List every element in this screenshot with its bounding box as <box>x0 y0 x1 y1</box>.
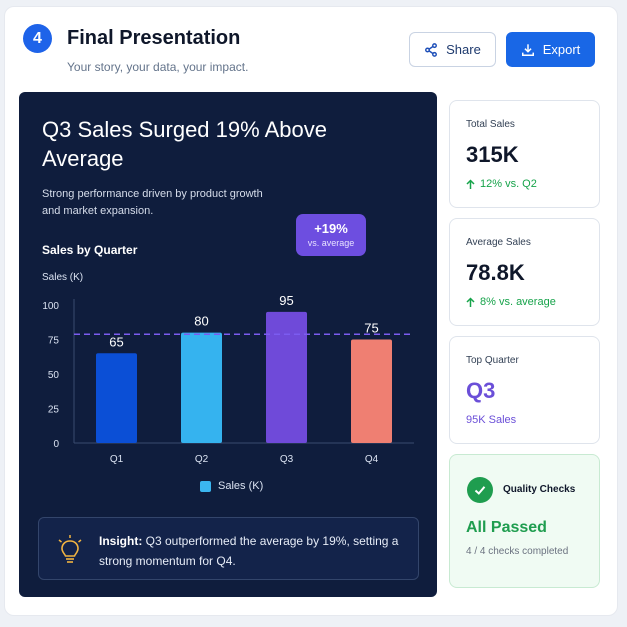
check-icon <box>467 477 493 503</box>
chart-legend: Sales (K) <box>200 480 263 492</box>
insight-box: Insight: Q3 outperformed the average by … <box>38 517 419 580</box>
quality-checks-status: All Passed <box>466 519 547 536</box>
pill-caption: vs. average <box>307 238 355 248</box>
chart-title: Sales by Quarter <box>42 243 138 257</box>
legend-label: Sales (K) <box>218 480 264 492</box>
page-subtitle: Your story, your data, your impact. <box>67 60 249 74</box>
quality-checks-title: Quality Checks <box>503 484 576 495</box>
legend-swatch <box>200 480 211 492</box>
bar-data-label: 95 <box>279 293 293 308</box>
stat-label: Total Sales <box>466 119 515 130</box>
hero-title: Q3 Sales Surged 19% Above Average <box>42 117 327 171</box>
download-icon <box>521 43 534 56</box>
share-icon <box>425 42 438 57</box>
quality-checks-card: Quality Checks All Passed 4 / 4 checks c… <box>449 454 600 588</box>
stat-delta: 95K Sales <box>466 414 516 426</box>
y-tick-label: 0 <box>53 439 59 450</box>
export-label: Export <box>542 42 581 57</box>
average-sales-card: Average Sales 78.8K 8% vs. average <box>449 218 600 326</box>
share-button[interactable]: Share <box>409 32 496 67</box>
bar-q3 <box>266 311 307 443</box>
hero-description: Strong performance driven by product gro… <box>42 188 263 217</box>
bar-q4 <box>351 339 392 443</box>
page-title: Final Presentation <box>67 27 241 49</box>
insight-text: Insight: Q3 outperformed the average by … <box>99 531 399 571</box>
stat-label: Top Quarter <box>466 355 519 366</box>
share-label: Share <box>446 42 481 57</box>
stat-delta-text: 8% vs. average <box>480 296 556 308</box>
x-tick-label: Q4 <box>365 454 379 465</box>
insight-label: Insight: <box>99 534 143 548</box>
insight-body: Q3 outperformed the average by 19%, sett… <box>99 534 399 568</box>
x-tick-label: Q1 <box>110 454 124 465</box>
bar-q2 <box>181 332 222 443</box>
stat-value: Q3 <box>466 378 496 403</box>
export-button[interactable]: Export <box>506 32 595 67</box>
quality-checks-summary: 4 / 4 checks completed <box>466 546 569 557</box>
arrow-up-icon <box>466 178 475 189</box>
y-tick-label: 50 <box>48 370 60 381</box>
arrow-up-icon <box>466 296 475 307</box>
y-tick-label: 25 <box>48 405 60 416</box>
lightbulb-icon <box>58 535 82 563</box>
y-tick-label: 100 <box>42 301 59 312</box>
stat-delta: 12% vs. Q2 <box>466 178 537 190</box>
average-delta-pill: +19% vs. average <box>296 214 366 256</box>
bar-data-label: 75 <box>364 321 378 336</box>
bar-data-label: 80 <box>194 314 208 329</box>
y-tick-label: 75 <box>48 336 60 347</box>
stat-delta: 8% vs. average <box>466 296 556 308</box>
x-tick-label: Q3 <box>280 454 294 465</box>
stat-value: 78.8K <box>466 260 525 285</box>
top-quarter-card: Top Quarter Q3 95K Sales <box>449 336 600 444</box>
sales-bar-chart: 0 25 50 75 100 65 Q1 80 Q2 95 Q3 75 Q4 <box>42 293 414 465</box>
pill-value: +19% <box>314 221 348 236</box>
bar-q1 <box>96 353 137 443</box>
stat-delta-text: 95K Sales <box>466 414 517 426</box>
hero-panel: Q3 Sales Surged 19% Above Average Strong… <box>19 92 437 597</box>
bar-data-label: 65 <box>109 334 123 349</box>
y-axis-title: Sales (K) <box>42 272 84 283</box>
stat-value: 315K <box>466 142 519 167</box>
stat-label: Average Sales <box>466 237 531 248</box>
total-sales-card: Total Sales 315K 12% vs. Q2 <box>449 100 600 208</box>
step-badge: 4 <box>23 24 52 53</box>
x-tick-label: Q2 <box>195 454 209 465</box>
stat-delta-text: 12% vs. Q2 <box>480 178 537 190</box>
